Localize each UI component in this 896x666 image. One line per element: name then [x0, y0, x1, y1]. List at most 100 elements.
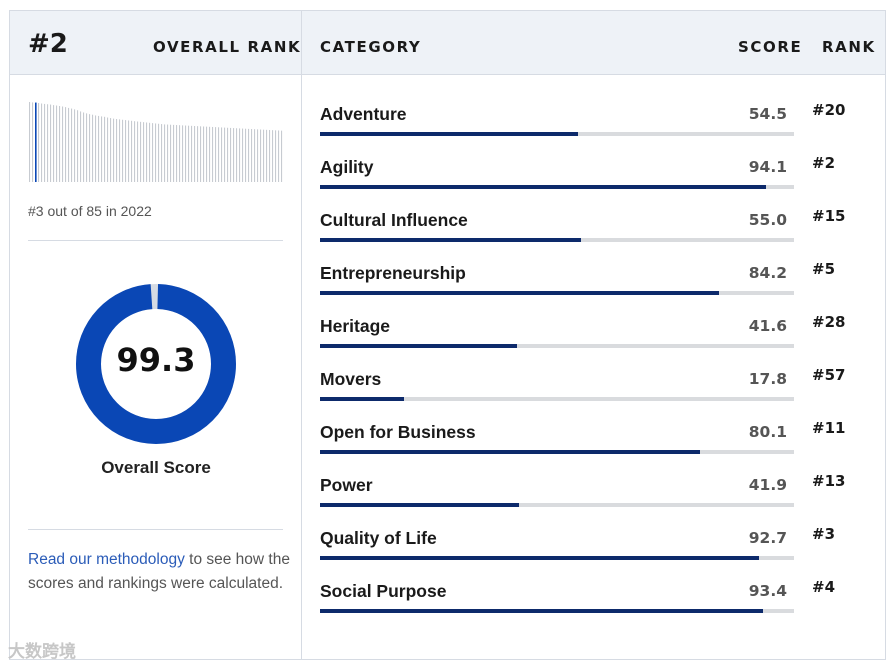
sparkline-bar: [251, 129, 252, 182]
category-name: Social Purpose: [320, 581, 446, 602]
score-bar-fill: [320, 556, 759, 560]
score-bar-fill: [320, 132, 578, 136]
sparkline-bar: [272, 130, 273, 182]
category-row: Power 41.9 #13: [320, 475, 880, 528]
methodology-link[interactable]: Read our methodology: [28, 551, 185, 568]
score-bar-track: [320, 344, 794, 348]
category-score: 93.4: [749, 582, 787, 600]
score-bar-fill: [320, 450, 700, 454]
sparkline-bar: [119, 119, 120, 182]
category-score: 54.5: [749, 105, 787, 123]
category-rank: #20: [812, 101, 845, 119]
category-score: 80.1: [749, 423, 787, 441]
sparkline-bar: [260, 130, 261, 182]
sparkline-bar: [215, 127, 216, 182]
sparkline-bar: [104, 117, 105, 182]
category-score: 84.2: [749, 264, 787, 282]
sparkline-bar: [155, 123, 156, 182]
category-column-header: CATEGORY: [320, 38, 421, 56]
sparkline-bar: [149, 123, 150, 182]
sparkline-bar: [206, 127, 207, 182]
score-bar-track: [320, 556, 794, 560]
sparkline-bar: [188, 126, 189, 182]
score-bar-track: [320, 238, 794, 242]
sparkline-bar: [257, 129, 258, 182]
score-bar-fill: [320, 185, 766, 189]
sparkline-bar: [68, 108, 69, 182]
sidebar-divider-top: [28, 240, 283, 241]
category-name: Entrepreneurship: [320, 263, 466, 284]
score-bar-track: [320, 450, 794, 454]
sparkline-bar: [170, 125, 171, 182]
overall-rank-label: OVERALL RANK: [153, 38, 301, 56]
sparkline-bar: [263, 130, 264, 182]
sparkline-bar: [98, 116, 99, 182]
sparkline-bar: [143, 122, 144, 182]
category-score: 55.0: [749, 211, 787, 229]
score-bar-track: [320, 291, 794, 295]
category-name: Quality of Life: [320, 528, 437, 549]
rankings-card: #2 OVERALL RANK CATEGORY SCORE RANK #3 o…: [9, 10, 886, 660]
sparkline-bar: [131, 121, 132, 182]
sparkline-bar: [29, 102, 30, 182]
category-rank: #28: [812, 313, 845, 331]
sparkline-bar: [278, 130, 279, 182]
rank-column-header: RANK: [822, 38, 876, 56]
category-name: Cultural Influence: [320, 210, 468, 231]
score-bar-fill: [320, 238, 581, 242]
score-bar-track: [320, 397, 794, 401]
sparkline-bar: [83, 112, 84, 182]
category-score: 41.6: [749, 317, 787, 335]
sparkline-bar: [179, 125, 180, 182]
overall-score-value: 99.3: [76, 341, 236, 379]
category-row: Quality of Life 92.7 #3: [320, 528, 880, 581]
sparkline-bar: [248, 129, 249, 182]
sparkline-bar: [230, 128, 231, 182]
sparkline-bar: [197, 126, 198, 182]
sparkline-bar: [191, 126, 192, 182]
sparkline-bar: [38, 103, 39, 182]
category-row: Adventure 54.5 #20: [320, 104, 880, 157]
category-row: Cultural Influence 55.0 #15: [320, 210, 880, 263]
category-row: Movers 17.8 #57: [320, 369, 880, 422]
sparkline-bar: [107, 118, 108, 182]
sparkline-bar: [47, 104, 48, 182]
sparkline-bar: [209, 127, 210, 182]
category-score: 94.1: [749, 158, 787, 176]
sparkline-bar: [224, 128, 225, 182]
score-bar-track: [320, 132, 794, 136]
sparkline-bar: [41, 104, 42, 182]
sparkline-bar: [62, 106, 63, 182]
sparkline-bar: [164, 124, 165, 182]
category-name: Adventure: [320, 104, 407, 125]
rank-history-sparkline: [28, 101, 284, 183]
sparkline-bar: [86, 113, 87, 182]
score-bar-track: [320, 609, 794, 613]
sparkline-bar: [56, 106, 57, 182]
score-bar-fill: [320, 609, 763, 613]
sparkline-bar: [122, 120, 123, 182]
sparkline-bar: [101, 116, 102, 182]
sparkline-bar: [89, 114, 90, 182]
sparkline-bar: [80, 111, 81, 182]
sparkline-bar: [116, 119, 117, 182]
overall-rank-value: #2: [28, 29, 68, 59]
sparkline-bar: [146, 122, 147, 182]
sparkline-bar: [254, 129, 255, 182]
category-name: Power: [320, 475, 373, 496]
score-column-header: SCORE: [738, 38, 802, 56]
rank-history-note: #3 out of 85 in 2022: [28, 203, 152, 219]
column-divider: [301, 11, 302, 659]
sparkline-bar: [161, 124, 162, 182]
sparkline-bar: [71, 109, 72, 182]
sparkline-bar: [50, 105, 51, 182]
category-rank: #15: [812, 207, 845, 225]
sparkline-bar: [182, 125, 183, 182]
sparkline-bar: [233, 128, 234, 182]
sparkline-bar: [212, 127, 213, 182]
category-row: Agility 94.1 #2: [320, 157, 880, 210]
sparkline-bar: [92, 115, 93, 182]
score-bar-track: [320, 185, 794, 189]
category-name: Heritage: [320, 316, 390, 337]
sparkline-bar: [281, 131, 282, 182]
